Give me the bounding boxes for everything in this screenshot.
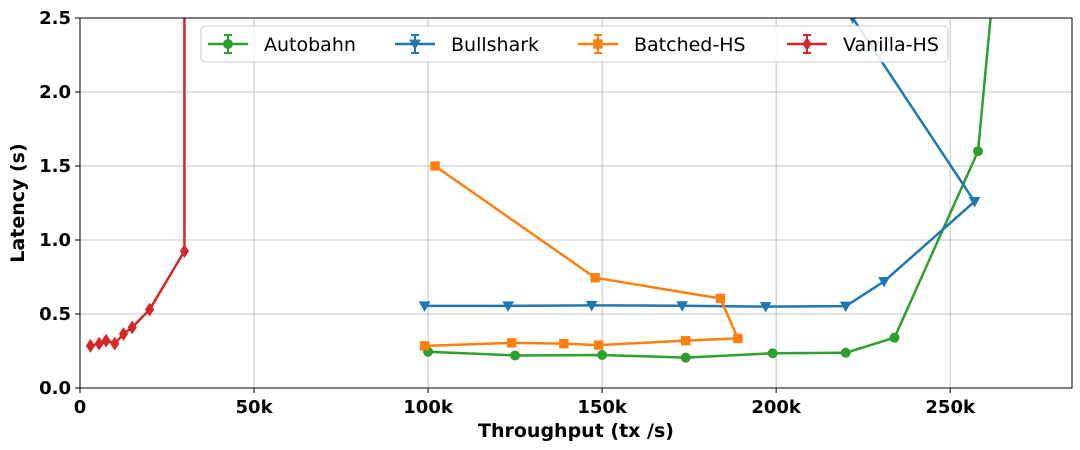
data-point-batched-hs — [715, 293, 726, 304]
legend-entry-vanilla-hs: Vanilla-HS — [787, 34, 939, 56]
data-point-batched-hs — [506, 338, 517, 348]
x-tick-label: 0 — [74, 397, 87, 418]
x-axis-title: Throughput (tx /s) — [478, 420, 674, 442]
data-point-vanilla-hs — [180, 0, 188, 9]
data-point-autobahn — [889, 332, 900, 343]
data-point-autobahn — [510, 350, 521, 361]
legend-label: Bullshark — [451, 34, 539, 56]
data-point-bullshark — [418, 301, 431, 312]
data-point-vanilla-hs — [179, 244, 190, 259]
series-line-batched-hs — [424, 164, 740, 348]
data-point-vanilla-hs — [127, 320, 137, 335]
data-point-bullshark — [759, 302, 772, 313]
data-point-batched-hs — [733, 333, 743, 344]
legend-label: Batched-HS — [634, 34, 746, 56]
data-point-vanilla-hs — [85, 338, 96, 353]
legend-box — [200, 25, 949, 63]
data-point-vanilla-hs — [145, 302, 155, 317]
data-point-bullshark — [502, 301, 514, 312]
data-point-batched-hs — [559, 338, 569, 349]
y-tick-label: 0.0 — [39, 378, 71, 399]
legend-marker — [802, 37, 812, 51]
plot-frame — [79, 17, 1073, 389]
x-tick-label: 150k — [577, 397, 628, 418]
data-point-batched-hs — [419, 341, 430, 351]
legend-label: Vanilla-HS — [843, 34, 939, 56]
data-point-batched-hs — [590, 273, 600, 283]
x-tick-label: 100k — [403, 397, 454, 418]
data-point-batched-hs — [593, 340, 604, 350]
y-tick-label: 2.5 — [39, 8, 71, 29]
y-axis-title: Latency (s) — [7, 143, 29, 262]
x-tick-label: 50k — [236, 397, 274, 418]
series-layer — [85, 0, 996, 363]
x-tick-label: 200k — [751, 397, 802, 418]
series-bullshark — [418, 18, 981, 313]
series-line-vanilla-hs — [90, 18, 186, 348]
legend-entry-bullshark: Bullshark — [395, 34, 539, 56]
data-point-autobahn — [973, 146, 984, 157]
legend-label: Autobahn — [264, 34, 356, 56]
series-vanilla-hs — [85, 0, 190, 353]
legend-marker — [593, 39, 603, 49]
data-point-autobahn — [680, 352, 691, 363]
axis-ticks: 0 50k 100k 150k 200k 250k 0.0 0.5 1.0 1.5 2.0 2.5 — [39, 8, 976, 418]
y-tick-label: 1.5 — [39, 156, 71, 177]
data-point-autobahn — [767, 348, 778, 359]
legend-entry-autobahn: Autobahn — [208, 34, 356, 56]
data-point-bullshark — [878, 276, 890, 288]
legend: Autobahn Bullshark Batched-HS Vanilla-HS — [200, 25, 949, 63]
y-tick-label: 0.5 — [39, 304, 71, 325]
data-point-autobahn — [987, 0, 996, 8]
y-tick-label: 1.0 — [39, 230, 71, 251]
data-point-vanilla-hs — [118, 327, 129, 341]
data-point-autobahn — [840, 347, 851, 358]
data-point-vanilla-hs — [110, 336, 120, 351]
data-point-vanilla-hs — [101, 333, 111, 348]
data-point-batched-hs — [680, 335, 691, 346]
data-point-bullshark — [968, 197, 981, 208]
x-tick-label: 250k — [925, 397, 976, 418]
legend-entry-batched-hs: Batched-HS — [578, 34, 746, 56]
series-batched-hs — [419, 161, 743, 351]
data-point-bullshark — [839, 301, 852, 313]
data-point-batched-hs — [430, 161, 440, 171]
grid — [79, 17, 1072, 389]
legend-marker — [223, 39, 233, 49]
y-tick-label: 2.0 — [39, 82, 71, 103]
data-point-bullshark — [585, 300, 598, 312]
data-point-vanilla-hs — [94, 336, 104, 351]
data-point-bullshark — [676, 301, 689, 312]
legend-marker — [409, 39, 421, 51]
data-point-autobahn — [597, 349, 608, 360]
